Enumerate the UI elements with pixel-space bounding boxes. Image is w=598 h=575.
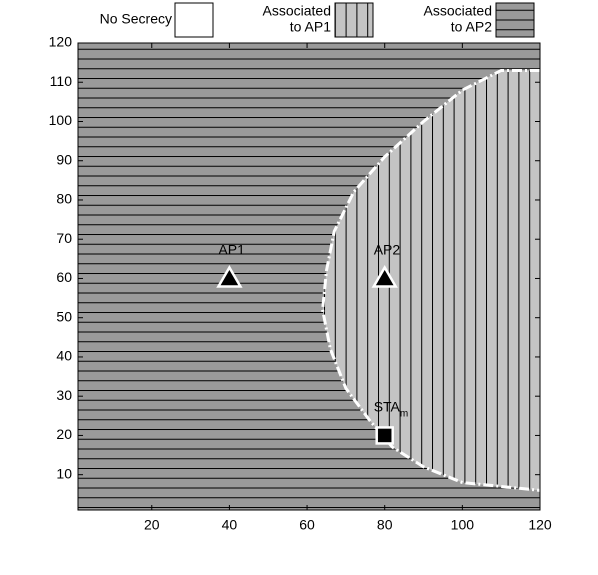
boundary (321, 68, 540, 492)
legend-swatch (174, 2, 214, 38)
x-tick-label: 100 (451, 517, 475, 533)
legend-label: Associated (263, 3, 331, 19)
plot-frame (77, 42, 541, 511)
legend-label: No Secrecy (100, 11, 172, 27)
region-hatch (322, 70, 540, 491)
legend-label: to AP1 (290, 19, 331, 35)
legend-label: to AP2 (451, 19, 492, 35)
x-tick-label: 60 (299, 517, 315, 533)
point-label: AP1 (218, 241, 245, 257)
legend-swatch-hatch (334, 2, 374, 38)
point-label-sub: m (400, 408, 408, 419)
y-tick-label: 20 (56, 426, 72, 442)
x-tick-label: 20 (144, 517, 160, 533)
x-tick-label: 80 (377, 517, 393, 533)
x-tick-label: 120 (528, 517, 552, 533)
y-tick-label: 100 (49, 112, 73, 128)
y-tick-label: 80 (56, 191, 72, 207)
marker (375, 426, 394, 445)
point-label: STAm (374, 398, 409, 419)
point-label-text: AP2 (374, 241, 401, 257)
point-label: AP2 (374, 241, 401, 257)
marker (371, 264, 398, 288)
y-tick-label: 110 (50, 73, 73, 89)
y-tick-label: 50 (56, 308, 72, 324)
y-tick-label: 10 (56, 465, 72, 481)
y-tick-label: 60 (56, 269, 72, 285)
legend-swatch-hatch (495, 2, 535, 38)
x-tick-label: 40 (222, 517, 238, 533)
plot-area (78, 43, 540, 510)
marker (216, 264, 243, 288)
y-tick-label: 70 (56, 230, 72, 246)
y-tick-label: 90 (56, 151, 72, 167)
y-tick-label: 30 (56, 387, 72, 403)
point-label-text: AP1 (218, 241, 245, 257)
y-tick-label: 120 (49, 34, 73, 50)
y-tick-label: 40 (56, 348, 72, 364)
point-label-text: STA (374, 398, 401, 414)
legend-label: Associated (424, 3, 492, 19)
